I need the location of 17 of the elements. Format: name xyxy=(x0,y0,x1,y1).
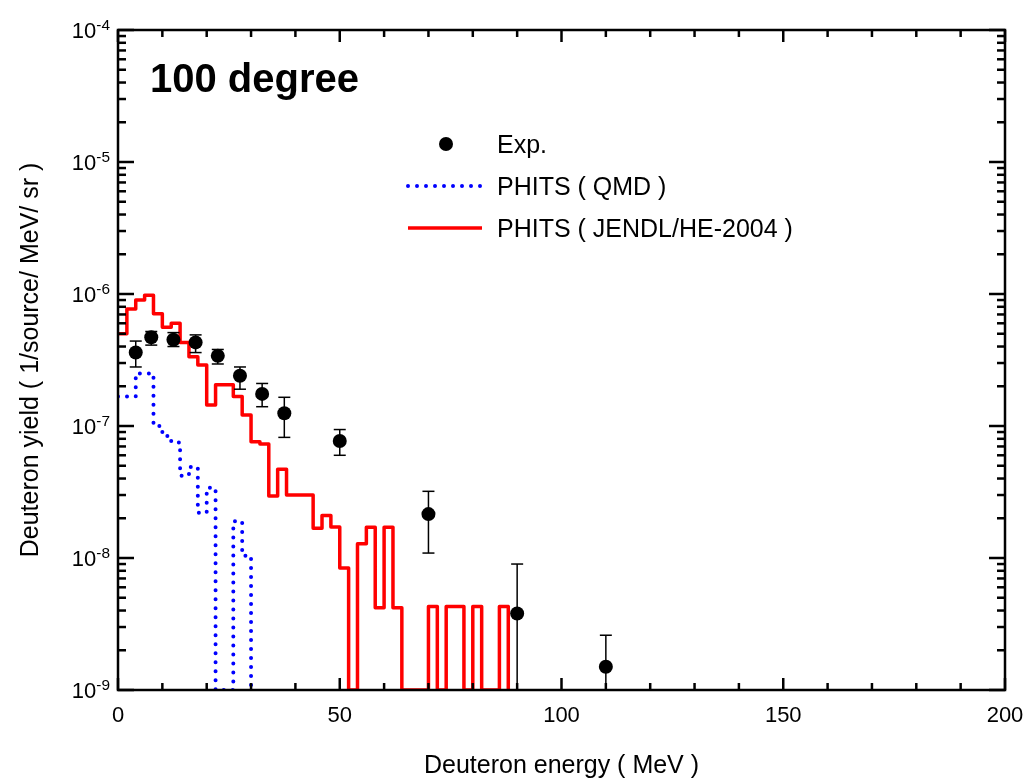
x-tick-label: 50 xyxy=(327,702,352,727)
y-axis-title: Deuteron yield ( 1/source/ MeV/ sr ) xyxy=(15,162,43,558)
legend-label: PHITS ( JENDL/HE-2004 ) xyxy=(497,214,793,242)
x-tick-label: 200 xyxy=(986,702,1024,727)
y-tick-label: 10$^{-5}$ xyxy=(71,147,110,175)
y-tick-label: 10$^{-8}$ xyxy=(71,543,110,571)
x-tick-label: 100 xyxy=(543,702,580,727)
x-tick-label: 150 xyxy=(764,702,802,727)
y-tick-label: 10$^{-4}$ xyxy=(71,15,111,43)
y-tick-label: 10$^{-6}$ xyxy=(71,279,110,307)
legend-label: Exp. xyxy=(497,130,548,158)
legend-label: PHITS ( QMD ) xyxy=(497,172,667,200)
text: 100 degree xyxy=(150,56,360,100)
x-tick-label: 0 xyxy=(111,702,125,727)
y-tick-label: 10$^{-7}$ xyxy=(71,411,110,439)
y-tick-label: 10$^{-9}$ xyxy=(71,675,110,703)
x-axis-title: Deuteron energy ( MeV ) xyxy=(423,750,700,778)
